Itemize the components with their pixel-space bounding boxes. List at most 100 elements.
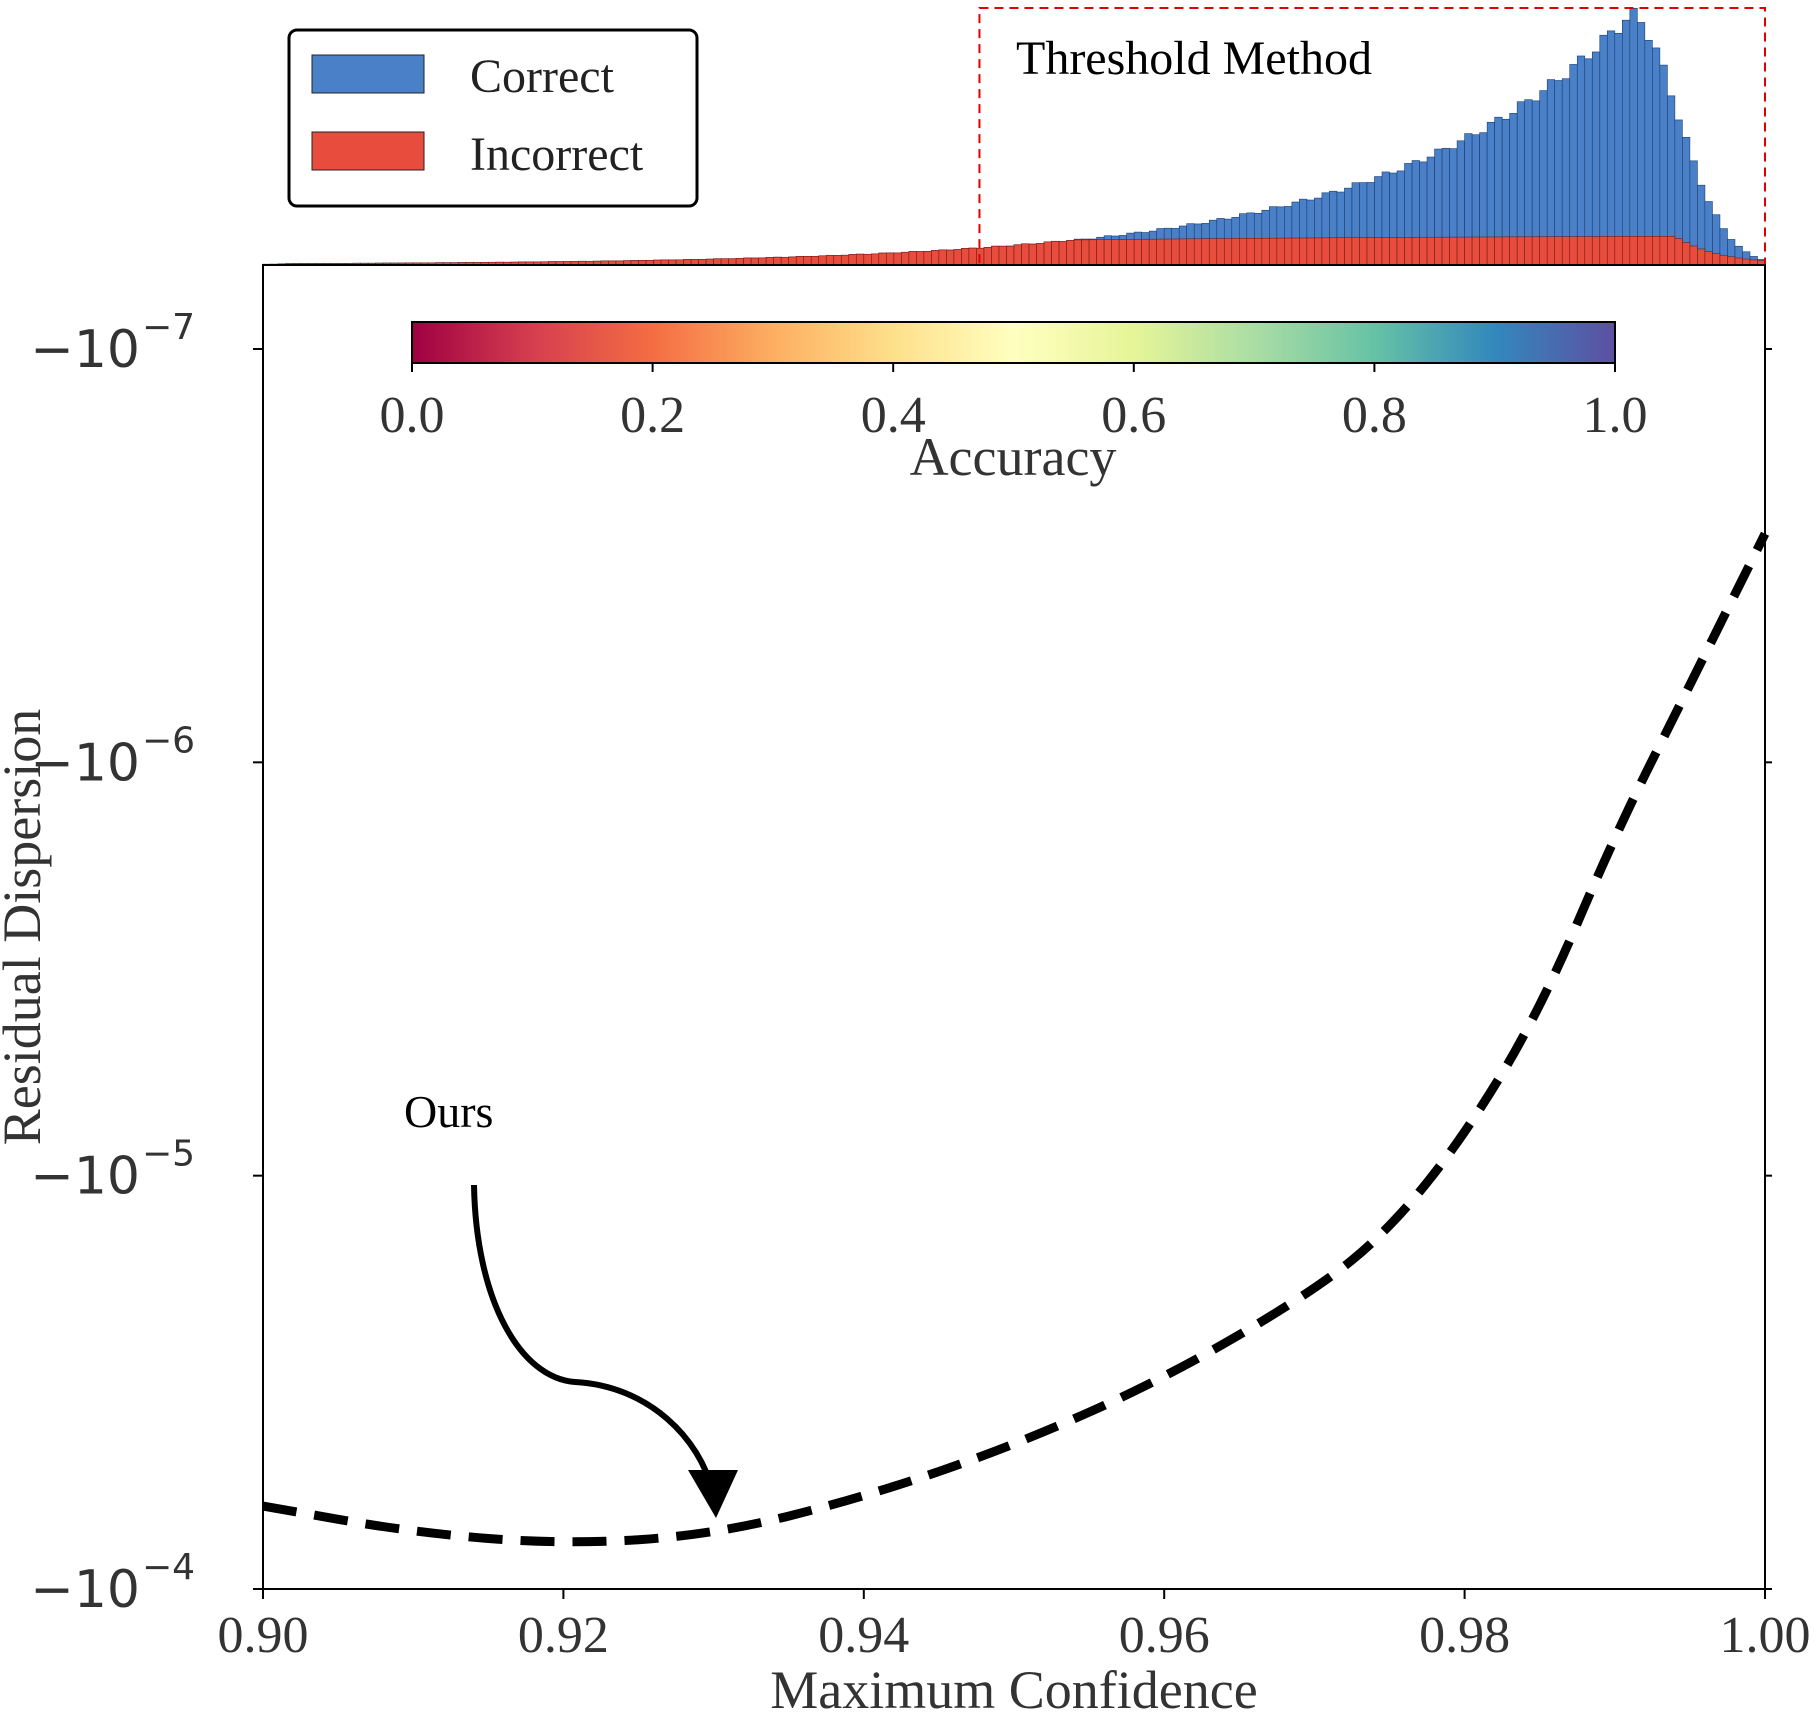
hist-bar-incorrect (998, 245, 1007, 266)
hist-bar-incorrect (1434, 236, 1443, 266)
hist-bar-incorrect (1254, 238, 1263, 266)
hist-bar-incorrect (1314, 237, 1323, 266)
hist-bar-incorrect (1419, 236, 1428, 266)
hist-bar-incorrect (1734, 257, 1743, 266)
x-axis-ticks: 0.90 0.92 0.94 0.96 0.98 1.00 (218, 1589, 1811, 1664)
hist-bar-incorrect (1351, 237, 1360, 266)
hist-bar-correct (1659, 64, 1668, 266)
hist-bar-incorrect (1171, 238, 1180, 266)
hist-bar-incorrect (1366, 237, 1375, 266)
hist-bar-incorrect (1291, 237, 1300, 266)
hist-bar-incorrect (1449, 236, 1458, 266)
legend-label-correct: Correct (470, 50, 615, 103)
y-tick-label-exponent: −7 (142, 307, 195, 348)
hist-bar-incorrect (1389, 237, 1398, 266)
hist-bar-incorrect (803, 256, 812, 266)
hist-bar-incorrect (765, 257, 774, 266)
colorbar-tick-label: 0.2 (620, 387, 685, 444)
hist-bar-incorrect (1659, 236, 1668, 266)
hist-bar-correct (1591, 51, 1601, 266)
hist-bar-incorrect (1697, 248, 1706, 266)
hist-bar-incorrect (1043, 241, 1052, 266)
y-tick-label: −10 (30, 1147, 140, 1207)
hist-bar-incorrect (953, 249, 962, 266)
hist-bar-incorrect (1396, 237, 1405, 266)
hist-bar-incorrect (1081, 239, 1090, 266)
hist-bar-incorrect (1667, 236, 1676, 266)
hist-bar-incorrect (1246, 238, 1255, 266)
hist-bar-incorrect (855, 253, 865, 266)
hist-bar-incorrect (968, 247, 977, 266)
hist-bar-incorrect (848, 254, 857, 266)
hist-bar-incorrect (833, 255, 842, 266)
hist-bar-correct (1614, 32, 1623, 266)
hist-bar-incorrect (886, 252, 895, 266)
hist-bar-correct (1576, 55, 1586, 266)
hist-bar-incorrect (1531, 236, 1540, 266)
y-tick-label-exponent: −5 (142, 1134, 195, 1175)
x-tick-label: 0.94 (818, 1607, 909, 1664)
hist-bar-incorrect (1404, 237, 1413, 266)
hist-bar-incorrect (1561, 236, 1571, 266)
hist-bar-incorrect (1509, 236, 1518, 266)
hist-bar-incorrect (1569, 236, 1578, 266)
hist-bar-incorrect (1141, 238, 1150, 266)
hist-bar-incorrect (1208, 238, 1218, 266)
legend-label-incorrect: Incorrect (470, 128, 644, 181)
hist-bar-incorrect (1464, 236, 1473, 266)
hist-bar-incorrect (1163, 238, 1173, 266)
hist-bar-incorrect (1006, 245, 1015, 266)
ours-annotation-label: Ours (404, 1086, 493, 1137)
hist-bar-incorrect (1381, 237, 1390, 266)
colorbar-label: Accuracy (910, 427, 1117, 487)
colorbar-tick-label: 0.8 (1342, 387, 1407, 444)
hist-bar-incorrect (1441, 236, 1450, 266)
hist-bar-incorrect (1028, 243, 1037, 266)
colorbar-tick-label: 0.0 (380, 387, 445, 444)
hist-bar-incorrect (1599, 236, 1608, 266)
x-tick-label: 0.96 (1119, 1607, 1210, 1664)
hist-bar-incorrect (1689, 245, 1698, 266)
hist-bar-incorrect (818, 255, 827, 266)
hist-bar-incorrect (1674, 238, 1683, 266)
hist-bar-incorrect (931, 250, 940, 266)
hist-bar-incorrect (1231, 238, 1240, 266)
hist-bar-incorrect (1336, 237, 1345, 266)
hist-bar-incorrect (795, 256, 805, 266)
hist-bar-incorrect (1426, 236, 1435, 266)
hist-bar-incorrect (1584, 236, 1593, 266)
hist-bar-incorrect (1126, 239, 1135, 266)
hist-bar-incorrect (1629, 236, 1638, 266)
y-axis-ticks: −10 −7−10 −6−10 −5−10 −4 (30, 307, 1772, 1620)
x-tick-label: 1.00 (1720, 1607, 1811, 1664)
hist-bar-incorrect (1719, 254, 1728, 266)
hist-bar-incorrect (1546, 236, 1556, 266)
hist-bar-incorrect (1486, 236, 1495, 266)
hist-bar-incorrect (1306, 237, 1315, 266)
hist-bar-incorrect (1051, 240, 1060, 266)
colorbar-tick-label: 0.6 (1101, 387, 1166, 444)
x-tick-label: 0.90 (218, 1607, 309, 1664)
hist-bar-incorrect (1088, 239, 1097, 266)
hist-bar-incorrect (1013, 244, 1022, 266)
hist-bar-correct (1637, 22, 1646, 266)
hist-bar-incorrect (825, 254, 835, 266)
x-tick-label: 0.98 (1419, 1607, 1510, 1664)
legend: Correct Incorrect (287, 28, 699, 208)
colorbar-tick-label: 0.4 (861, 387, 926, 444)
hist-bar-incorrect (1516, 236, 1525, 266)
colorbar (411, 321, 1616, 364)
hist-bar-correct (1584, 58, 1593, 266)
hist-bar-incorrect (1178, 238, 1188, 266)
hist-bar-incorrect (1269, 237, 1278, 266)
hist-bar-incorrect (938, 249, 947, 266)
hist-bar-correct (1622, 19, 1631, 266)
y-tick-label: −10 (30, 320, 140, 380)
hist-bar-incorrect (1276, 237, 1285, 266)
hist-bar-incorrect (1622, 236, 1631, 266)
hist-bar-incorrect (1644, 236, 1653, 266)
hist-bar-incorrect (1637, 236, 1646, 266)
hist-bar-incorrect (1329, 237, 1338, 266)
hist-bar-incorrect (1576, 236, 1586, 266)
